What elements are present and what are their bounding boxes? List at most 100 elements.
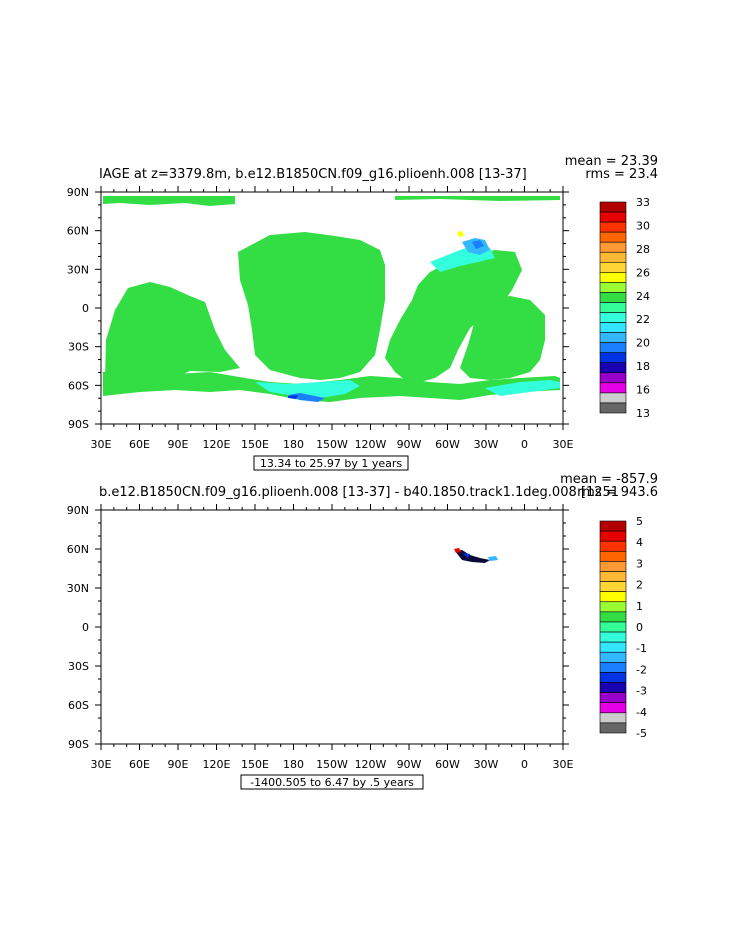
panel-2-contour-info: -1400.505 to 6.47 by .5 years bbox=[250, 776, 414, 789]
x-tick-label: 30E bbox=[91, 438, 112, 451]
colorbar-swatch bbox=[599, 402, 627, 414]
x-tick-label: 120W bbox=[355, 438, 387, 451]
colorbar-swatch bbox=[599, 641, 627, 653]
colorbar-swatch bbox=[599, 372, 627, 384]
y-tick-label: 0 bbox=[82, 302, 89, 315]
y-tick-label: 60S bbox=[68, 699, 89, 712]
panel-2-x-axis-labels: 30E 60E 90E 120E 150E 180 150W 120W 90W 60W 30W 0 30… bbox=[91, 758, 574, 771]
panel-2-map-field bbox=[454, 548, 498, 563]
colorbar-swatch bbox=[599, 692, 627, 704]
x-tick-label: 90W bbox=[397, 438, 422, 451]
colorbar-swatch bbox=[599, 221, 627, 233]
colorbar-swatch bbox=[599, 581, 627, 592]
x-tick-label: 0 bbox=[521, 438, 528, 451]
x-tick-label: 0 bbox=[521, 758, 528, 771]
panel-2-rms: rms = 943.6 bbox=[577, 485, 658, 500]
colorbar-label: 13 bbox=[636, 407, 650, 420]
colorbar-swatch bbox=[599, 601, 627, 613]
panel-1-contour-info: 13.34 to 25.97 by 1 years bbox=[260, 457, 403, 470]
x-tick-label: 60E bbox=[129, 758, 150, 771]
x-tick-label: 60W bbox=[435, 438, 460, 451]
x-tick-label: 120W bbox=[355, 758, 387, 771]
colorbar-swatch bbox=[599, 251, 627, 263]
y-tick-label: 30S bbox=[68, 660, 89, 673]
field-south-atlantic bbox=[460, 296, 545, 380]
field-labrador-yellow bbox=[457, 231, 464, 237]
colorbar-label: 4 bbox=[636, 536, 643, 549]
field-pacific bbox=[238, 232, 385, 380]
colorbar-swatch bbox=[599, 201, 627, 213]
field-atlantic bbox=[385, 250, 522, 382]
y-tick-label: 0 bbox=[82, 621, 89, 634]
colorbar-label: -5 bbox=[636, 727, 647, 740]
panel-1-y-axis-labels: 90N 60N 30N 0 30S 60S 90S bbox=[67, 186, 89, 431]
y-tick-label: 90N bbox=[67, 186, 89, 199]
field-p2-patch-blue bbox=[463, 553, 470, 558]
y-tick-label: 90S bbox=[68, 738, 89, 751]
panel-2-contour-info-box bbox=[240, 774, 424, 790]
panel-1-map-field bbox=[101, 192, 563, 424]
colorbar-label: 18 bbox=[636, 360, 650, 373]
x-tick-label: 30E bbox=[553, 758, 574, 771]
colorbar-swatch bbox=[599, 231, 627, 243]
panel-2-mean: mean = -857.9 bbox=[560, 472, 658, 487]
colorbar-swatch bbox=[599, 591, 627, 603]
colorbar-label: 20 bbox=[636, 337, 650, 350]
x-tick-label: 150E bbox=[241, 758, 269, 771]
colorbar-label: 5 bbox=[636, 515, 643, 528]
panel-2-colorbar: 5 4 3 2 1 0 -1 -2 -3 -4 -5 bbox=[599, 515, 647, 740]
x-tick-label: 90E bbox=[168, 438, 189, 451]
x-tick-label: 30W bbox=[474, 438, 499, 451]
x-tick-label: 150E bbox=[241, 438, 269, 451]
colorbar-swatch bbox=[599, 352, 627, 364]
colorbar-swatch bbox=[599, 550, 627, 562]
colorbar-swatch bbox=[599, 672, 627, 683]
colorbar-swatch bbox=[599, 312, 627, 323]
field-arctic bbox=[103, 196, 235, 206]
colorbar-swatch bbox=[599, 702, 627, 714]
colorbar-label: 2 bbox=[636, 579, 643, 592]
y-tick-label: 60N bbox=[67, 543, 89, 556]
panel-1-x-axis-labels: 30E 60E 90E 120E 150E 180 150W 120W 90W 60W 30W 0 30… bbox=[91, 438, 574, 451]
panel-1-title: IAGE at z=3379.8m, b.e12.B1850CN.f09_g16… bbox=[99, 167, 527, 182]
colorbar-swatch bbox=[599, 631, 627, 643]
field-p2-patch-cyan bbox=[488, 556, 498, 561]
colorbar-swatch bbox=[599, 211, 627, 223]
colorbar-swatch bbox=[599, 302, 627, 313]
colorbar-swatch bbox=[599, 282, 627, 293]
colorbar-label: 24 bbox=[636, 290, 650, 303]
colorbar-swatch bbox=[599, 571, 627, 582]
colorbar-label: 0 bbox=[636, 621, 643, 634]
panel-2-ticks bbox=[95, 504, 569, 750]
colorbar-label: 26 bbox=[636, 266, 650, 279]
field-weddell-cyan bbox=[485, 380, 560, 396]
colorbar-label: 33 bbox=[636, 196, 650, 209]
y-tick-label: 60S bbox=[68, 379, 89, 392]
colorbar-swatch bbox=[599, 392, 627, 404]
colorbar-swatch bbox=[599, 530, 627, 542]
x-tick-label: 150W bbox=[316, 758, 348, 771]
colorbar-label: 22 bbox=[636, 313, 650, 326]
colorbar-swatch bbox=[599, 382, 627, 394]
colorbar-swatch bbox=[599, 662, 627, 673]
colorbar-swatch bbox=[599, 362, 627, 374]
x-tick-label: 180 bbox=[283, 758, 304, 771]
colorbar-swatch bbox=[599, 651, 627, 663]
colorbar-label: 16 bbox=[636, 384, 650, 397]
field-indian-ocean bbox=[105, 282, 240, 386]
colorbar-label: 3 bbox=[636, 557, 643, 570]
panel-2: b.e12.B1850CN.f09_g16.plioenh.008 [13-37… bbox=[67, 472, 658, 790]
x-tick-label: 60W bbox=[435, 758, 460, 771]
colorbar-swatch bbox=[599, 332, 627, 343]
x-tick-label: 180 bbox=[283, 438, 304, 451]
y-tick-label: 60N bbox=[67, 225, 89, 238]
x-tick-label: 120E bbox=[203, 438, 231, 451]
x-tick-label: 30W bbox=[474, 758, 499, 771]
colorbar-swatch bbox=[599, 682, 627, 693]
x-tick-label: 30E bbox=[91, 758, 112, 771]
panel-1-ticks bbox=[95, 186, 569, 430]
x-tick-label: 90E bbox=[168, 758, 189, 771]
colorbar-swatch bbox=[599, 342, 627, 354]
field-labrador-deep bbox=[472, 240, 484, 249]
x-tick-label: 30E bbox=[553, 438, 574, 451]
